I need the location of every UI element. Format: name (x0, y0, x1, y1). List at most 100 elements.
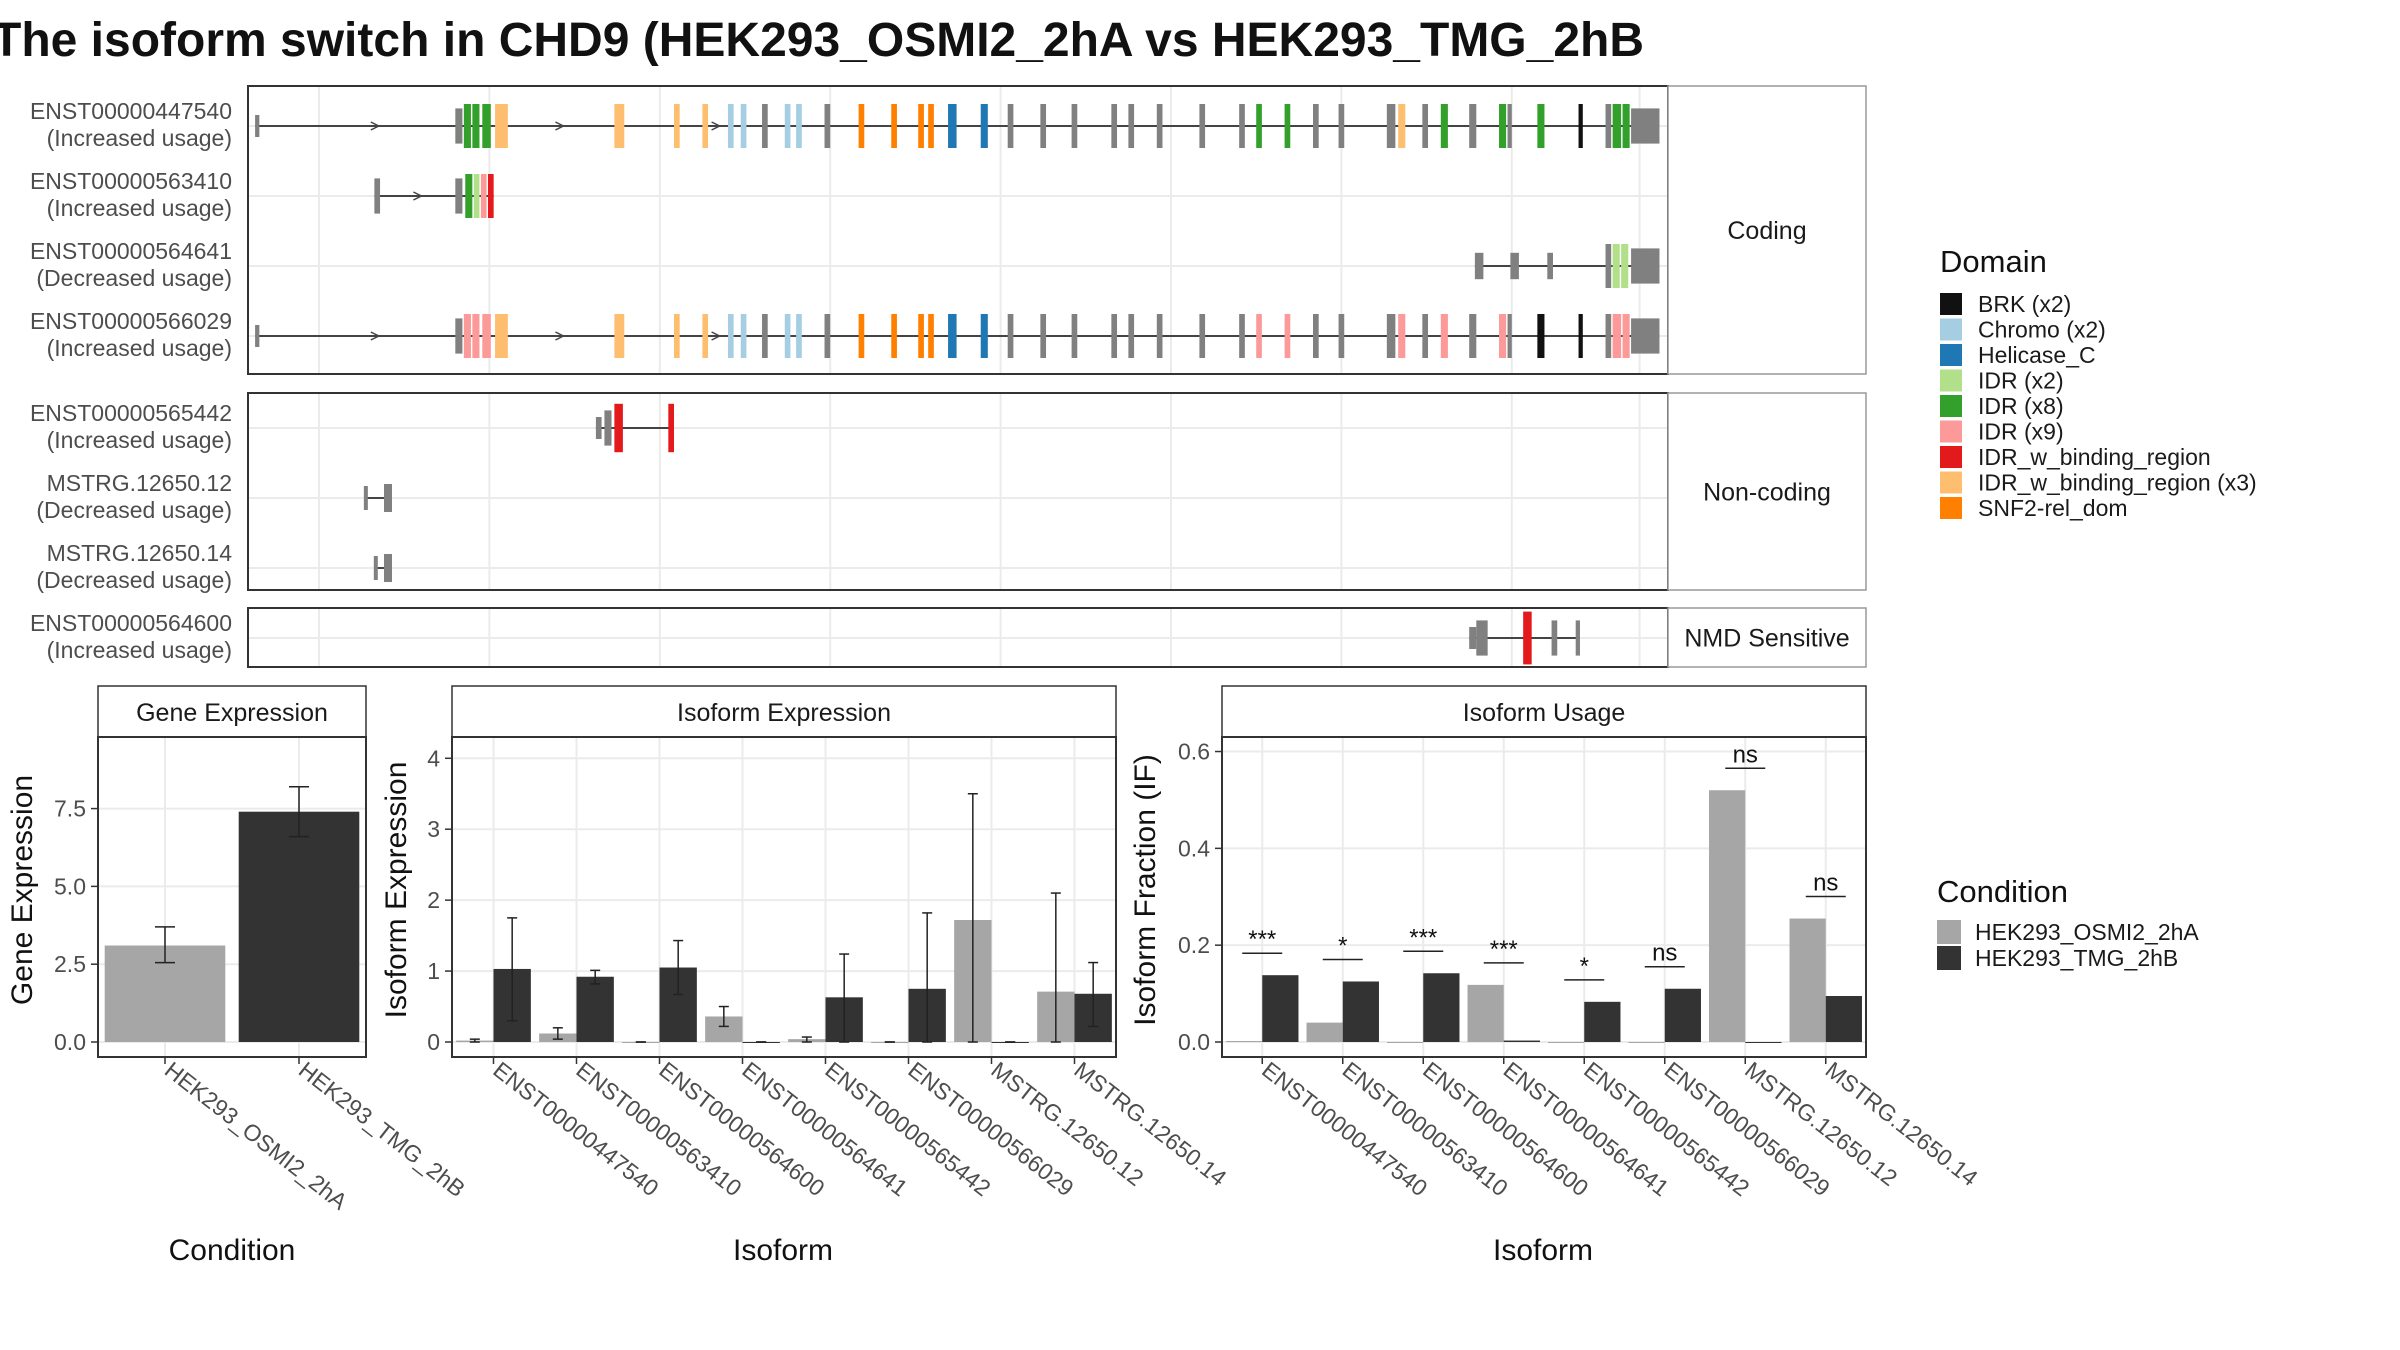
exon-domain (928, 104, 934, 148)
direction-arrow (413, 191, 424, 201)
exon-domain (980, 314, 988, 358)
exon-domain (948, 314, 957, 358)
exon-domain (784, 104, 791, 148)
significance-label: *** (1248, 926, 1276, 953)
exon (1631, 248, 1660, 284)
panel-strip-label: Non-coding (1703, 479, 1831, 507)
direction-arrow (555, 331, 566, 341)
exon (1422, 314, 1429, 358)
y-tick-label: 1 (427, 958, 440, 984)
y-tick-label: 5.0 (54, 873, 86, 899)
exon (1507, 104, 1512, 148)
y-tick-label: 2.5 (54, 951, 86, 977)
chart-frame (1221, 736, 1867, 1058)
exon (255, 325, 260, 347)
exon-domain (472, 314, 480, 358)
legend-condition-label: HEK293_OSMI2_2hA (1975, 919, 2199, 945)
bar (1584, 1001, 1621, 1042)
panel-strip (1667, 392, 1867, 591)
legend-domain-label: SNF2-rel_dom (1978, 495, 2128, 521)
legend-domain-swatch (1940, 293, 1962, 315)
exon (762, 104, 768, 148)
bar (1745, 1042, 1782, 1043)
y-tick-label: 0.4 (1178, 835, 1210, 861)
exon (1313, 314, 1319, 358)
exon-domain (948, 104, 957, 148)
exon (1474, 252, 1484, 280)
exon (1199, 104, 1206, 148)
y-axis-title: Isoform Fraction (IF) (1129, 754, 1162, 1026)
exon (1605, 104, 1612, 148)
exon (1507, 314, 1512, 358)
exon (1007, 104, 1014, 148)
exon-domain (928, 314, 934, 358)
bar (1423, 973, 1460, 1042)
exon-domain (495, 314, 508, 358)
x-axis-title: Isoform (733, 1234, 833, 1267)
exon-domain (674, 314, 680, 358)
bar (1503, 1040, 1540, 1042)
panel-strip-label: Coding (1727, 217, 1806, 245)
exon (824, 104, 831, 148)
transcript-panel-0: Coding ENST00000447540 (Increased usage) EN… (30, 85, 1867, 375)
legend-domain-swatch (1940, 420, 1962, 443)
bar (1825, 996, 1862, 1042)
exon (1469, 104, 1477, 148)
transcript-panel-1: Non-coding ENST00000565442(Increased usag… (30, 392, 1867, 593)
exon (1551, 620, 1558, 656)
bar (1467, 984, 1504, 1042)
bar (238, 811, 360, 1042)
exon (1313, 104, 1319, 148)
exon (1111, 314, 1118, 358)
transcript-id-label: ENST00000566029 (30, 308, 232, 334)
significance-label: ns (1733, 741, 1758, 768)
transcript-usage-label: (Increased usage) (47, 637, 232, 663)
exon-domain (495, 104, 508, 148)
exon-domain (482, 104, 491, 148)
bar (1342, 981, 1379, 1042)
exon-domain (1256, 104, 1262, 148)
exon (1040, 104, 1047, 148)
bar (576, 976, 614, 1042)
exon-domain (1284, 104, 1291, 148)
exon (1510, 252, 1519, 280)
chart-strip (451, 685, 1117, 738)
exon-domain (740, 104, 747, 148)
direction-arrow (711, 331, 722, 341)
legend-domain-label: IDR_w_binding_region (1978, 444, 2211, 470)
transcript-model (373, 554, 392, 582)
exon (373, 556, 378, 580)
exon (1239, 104, 1245, 148)
exon (1338, 314, 1345, 358)
exon (1605, 314, 1612, 358)
transcript-usage-label: (Increased usage) (47, 195, 232, 221)
bar-charts: Gene Expression0.02.55.07.5HEK293_OSMI2_… (6, 685, 1983, 1267)
y-axis-title: Gene Expression (6, 775, 39, 1005)
significance-label: * (1580, 953, 1589, 980)
transcript-model (363, 484, 392, 512)
exon (384, 484, 392, 512)
exon (1338, 104, 1345, 148)
exon-domain (1398, 104, 1406, 148)
exon-domain (740, 314, 747, 358)
chart-title: Isoform Usage (1463, 699, 1626, 727)
exon-domain (891, 104, 897, 148)
exon-domain (1578, 314, 1583, 358)
transcript-id-label: ENST00000447540 (30, 98, 232, 124)
panel-background (248, 393, 1668, 590)
exon (1071, 104, 1078, 148)
exon-domain (472, 104, 480, 148)
legend-domain-swatch (1940, 395, 1962, 417)
bar (1664, 988, 1701, 1042)
exon (824, 314, 831, 358)
bar (1789, 918, 1826, 1042)
exon-domain (918, 314, 924, 358)
exon-domain (727, 104, 734, 148)
exon-domain (463, 104, 471, 148)
legend-condition-swatch (1937, 920, 1961, 944)
exon (1071, 314, 1078, 358)
exon (455, 318, 463, 354)
